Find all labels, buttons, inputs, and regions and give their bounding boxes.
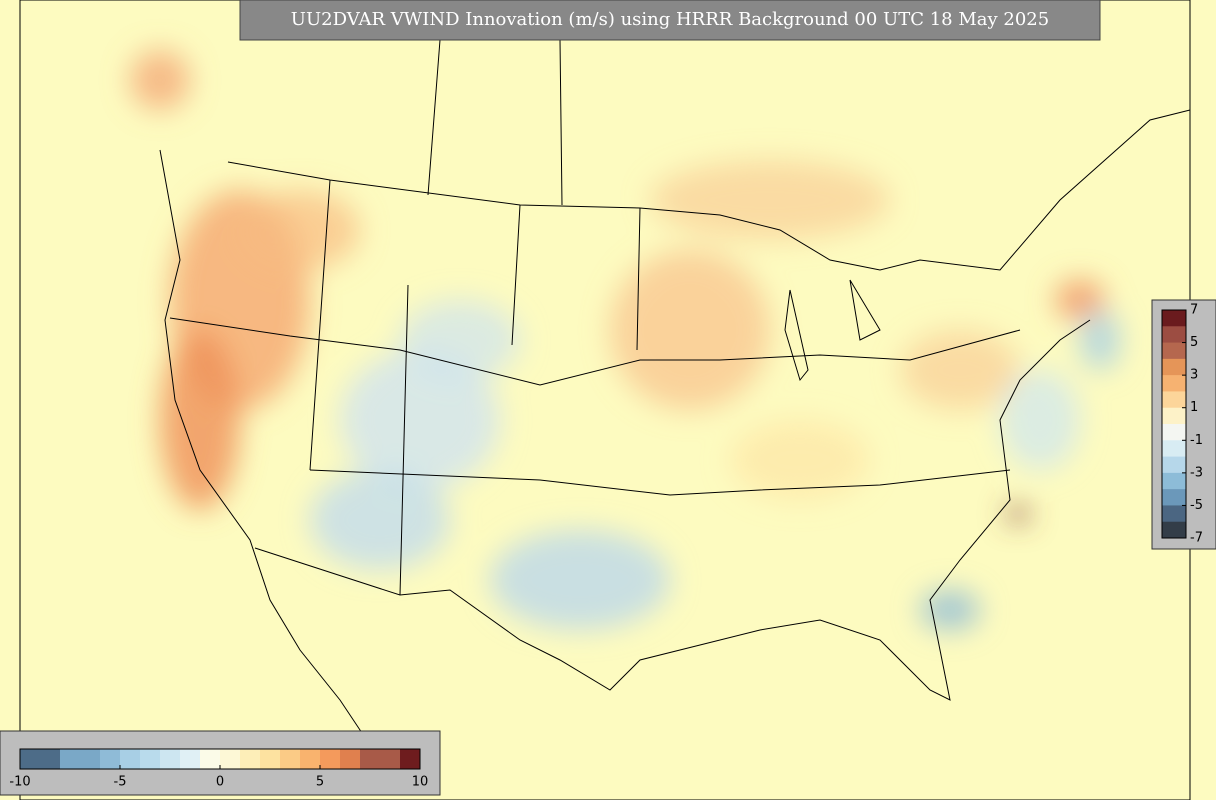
colorbar-segment [180,749,201,769]
colorbar-segment [300,749,321,769]
colorbar-segment [1162,407,1186,425]
colorbar-segment [1162,424,1186,441]
colorbar-segment [240,749,261,769]
colorbar-segment [1162,391,1186,409]
colorbar-segment [320,749,341,769]
innovation-field [130,50,1120,630]
colorbar-tick-label: 7 [1190,303,1198,318]
colorbar-tick-label: 10 [412,775,429,790]
colorbar-segment [1162,505,1186,523]
colorbar-horizontal: -10 -5 0 5 10 [9,748,429,790]
colorbar-segment [120,749,141,769]
colorbar-segment [1162,358,1186,376]
colorbar-tick-label: 5 [1190,335,1198,350]
colorbar-segment [80,749,101,769]
colorbar-tick-label: -5 [114,775,127,790]
colorbar-segment [380,749,401,769]
colorbar-tick-label: -5 [1190,498,1203,513]
colorbar-tick-label: -1 [1190,433,1203,448]
colorbar-segment [1162,456,1186,474]
colorbar-segment [280,749,301,769]
colorbar-segment [1162,375,1186,392]
colorbar-segment [260,749,281,769]
colorbar-vertical: 7 5 3 1 -1 -3 -5 -7 [1161,303,1203,546]
colorbar-tick-label: -7 [1190,531,1203,546]
colorbar-tick-label: -10 [9,775,30,790]
colorbar-tick-label: 0 [216,775,224,790]
colorbar-segment [220,749,241,769]
colorbar-segment [1162,342,1186,360]
colorbar-segment [20,749,41,769]
colorbar-segment [1162,440,1186,458]
colorbar-segment [1162,310,1186,327]
colorbar-segment [1162,472,1186,490]
title-box [239,0,1101,41]
colorbar-segment [1162,521,1186,539]
colorbar-segment [1162,489,1186,506]
colorbar-segment [360,749,381,769]
colorbar-segment [100,749,121,769]
colorbar-segment [140,749,161,769]
colorbar-tick-label: 5 [316,775,324,790]
colorbar-segment [40,749,61,769]
colorbar-segment [340,749,361,769]
map-title: UU2DVAR VWIND Innovation (m/s) using HRR… [291,9,1049,30]
colorbar-outline [1161,309,1187,539]
colorbar-segment [200,749,221,769]
colorbar-segment [400,749,421,769]
colorbar-tick-label: 1 [1190,400,1198,415]
colorbar-tick-label: 3 [1190,368,1198,383]
colorbar-segment [1162,326,1186,344]
colorbar-tick-label: -3 [1190,465,1203,480]
colorbar-segment [160,749,181,769]
colorbar-segment [60,749,81,769]
borders [159,39,1191,761]
